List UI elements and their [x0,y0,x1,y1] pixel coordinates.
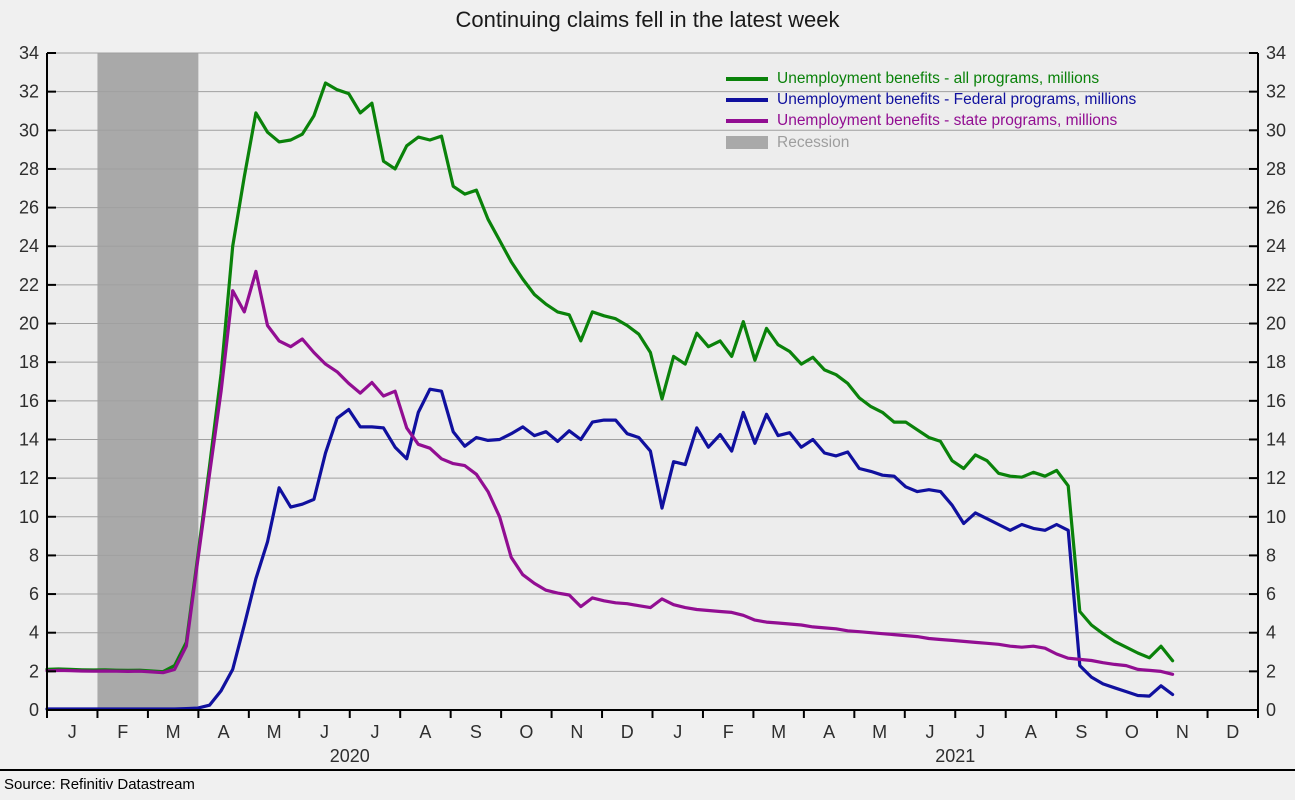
month-label: M [872,722,887,742]
legend-line-swatch [726,98,768,103]
y-tick-label-right: 16 [1266,391,1286,411]
y-tick-label-right: 4 [1266,623,1276,643]
month-label: J [673,722,682,742]
legend-item: Unemployment benefits - state programs, … [726,111,1136,132]
month-label: J [976,722,985,742]
month-label: M [166,722,181,742]
recession-band [97,53,199,710]
month-label: F [117,722,128,742]
y-tick-label-right: 8 [1266,545,1276,565]
month-label: A [419,722,431,742]
y-tick-label-left: 18 [19,352,39,372]
legend-label: Unemployment benefits - all programs, mi… [777,69,1100,87]
legend-label: Unemployment benefits - Federal programs… [777,91,1137,109]
month-label: S [1075,722,1087,742]
y-tick-label-right: 20 [1266,314,1286,334]
y-tick-label-left: 2 [29,661,39,681]
y-tick-label-right: 24 [1266,236,1286,256]
month-label: A [823,722,835,742]
footer-divider [0,769,1295,771]
y-tick-label-left: 30 [19,120,39,140]
month-label: D [1226,722,1239,742]
legend-label: Unemployment benefits - state programs, … [777,112,1118,130]
month-label: J [320,722,329,742]
y-tick-label-right: 6 [1266,584,1276,604]
chart-legend: Unemployment benefits - all programs, mi… [726,68,1136,154]
y-tick-label-right: 2 [1266,661,1276,681]
y-tick-label-left: 8 [29,545,39,565]
year-label: 2021 [935,746,975,766]
legend-recession-swatch [726,136,768,150]
y-tick-label-right: 10 [1266,507,1286,527]
month-label: M [771,722,786,742]
series-line-2 [45,269,1175,676]
y-tick-label-left: 0 [29,700,39,720]
legend-label: Recession [777,133,850,151]
y-tick-label-right: 22 [1266,275,1286,295]
y-tick-label-left: 10 [19,507,39,527]
series-line-0 [45,81,1175,674]
month-label: D [621,722,634,742]
month-label: A [218,722,230,742]
month-label: F [723,722,734,742]
legend-item: Unemployment benefits - Federal programs… [726,89,1136,110]
legend-line-swatch [726,76,768,81]
year-label: 2020 [330,746,370,766]
y-tick-label-left: 24 [19,236,39,256]
y-tick-label-right: 32 [1266,82,1286,102]
legend-line-swatch [726,119,768,124]
y-tick-label-left: 34 [19,43,39,63]
source-attribution: Source: Refinitiv Datastream [4,776,195,793]
y-tick-label-right: 30 [1266,120,1286,140]
y-tick-label-right: 14 [1266,429,1286,449]
y-tick-label-left: 12 [19,468,39,488]
month-label: N [1176,722,1189,742]
month-label: J [370,722,379,742]
month-label: S [470,722,482,742]
y-tick-label-left: 14 [19,429,39,449]
y-tick-label-right: 18 [1266,352,1286,372]
y-tick-label-left: 6 [29,584,39,604]
chart-title: Continuing claims fell in the latest wee… [455,7,840,32]
y-tick-label-left: 26 [19,198,39,218]
y-tick-label-right: 0 [1266,700,1276,720]
y-tick-label-right: 28 [1266,159,1286,179]
legend-item-recession: Recession [726,132,1136,153]
y-tick-label-left: 32 [19,82,39,102]
month-label: J [926,722,935,742]
y-tick-label-right: 34 [1266,43,1286,63]
y-tick-label-left: 22 [19,275,39,295]
y-tick-label-left: 28 [19,159,39,179]
month-label: O [519,722,533,742]
month-label: O [1125,722,1139,742]
month-label: M [267,722,282,742]
y-tick-label-right: 26 [1266,198,1286,218]
series-line-1 [45,387,1175,711]
y-tick-label-left: 20 [19,314,39,334]
y-tick-label-right: 12 [1266,468,1286,488]
legend-item: Unemployment benefits - all programs, mi… [726,68,1136,89]
y-tick-label-left: 16 [19,391,39,411]
month-label: A [1025,722,1037,742]
month-label: N [570,722,583,742]
y-tick-label-left: 4 [29,623,39,643]
month-label: J [68,722,77,742]
